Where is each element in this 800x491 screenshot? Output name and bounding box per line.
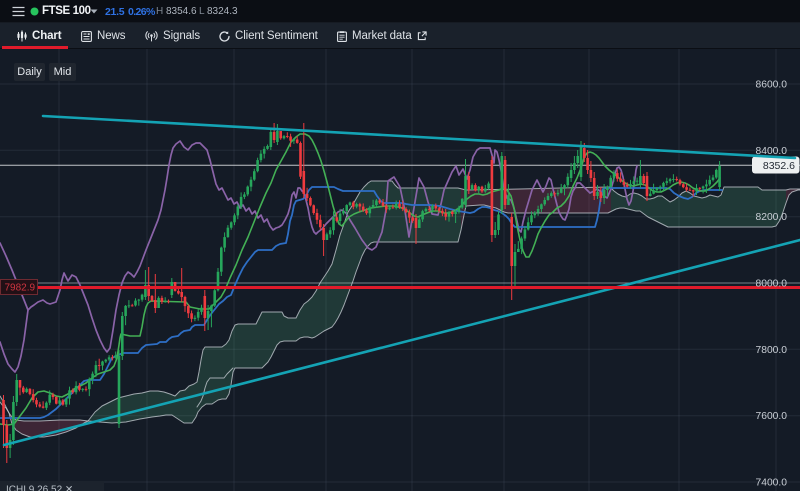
svg-text:8600.0: 8600.0 [756,80,788,91]
svg-text:7400.0: 7400.0 [756,478,788,489]
svg-text:7982.9: 7982.9 [5,283,36,294]
svg-text:ICHI 9 26 52 ✕: ICHI 9 26 52 ✕ [6,485,73,491]
svg-text:8000.0: 8000.0 [756,279,788,290]
svg-text:7800.0: 7800.0 [756,345,788,356]
svg-text:8200.0: 8200.0 [756,212,788,223]
svg-text:8400.0: 8400.0 [756,146,788,157]
svg-text:7600.0: 7600.0 [756,411,788,422]
svg-text:8352.6: 8352.6 [763,160,795,172]
